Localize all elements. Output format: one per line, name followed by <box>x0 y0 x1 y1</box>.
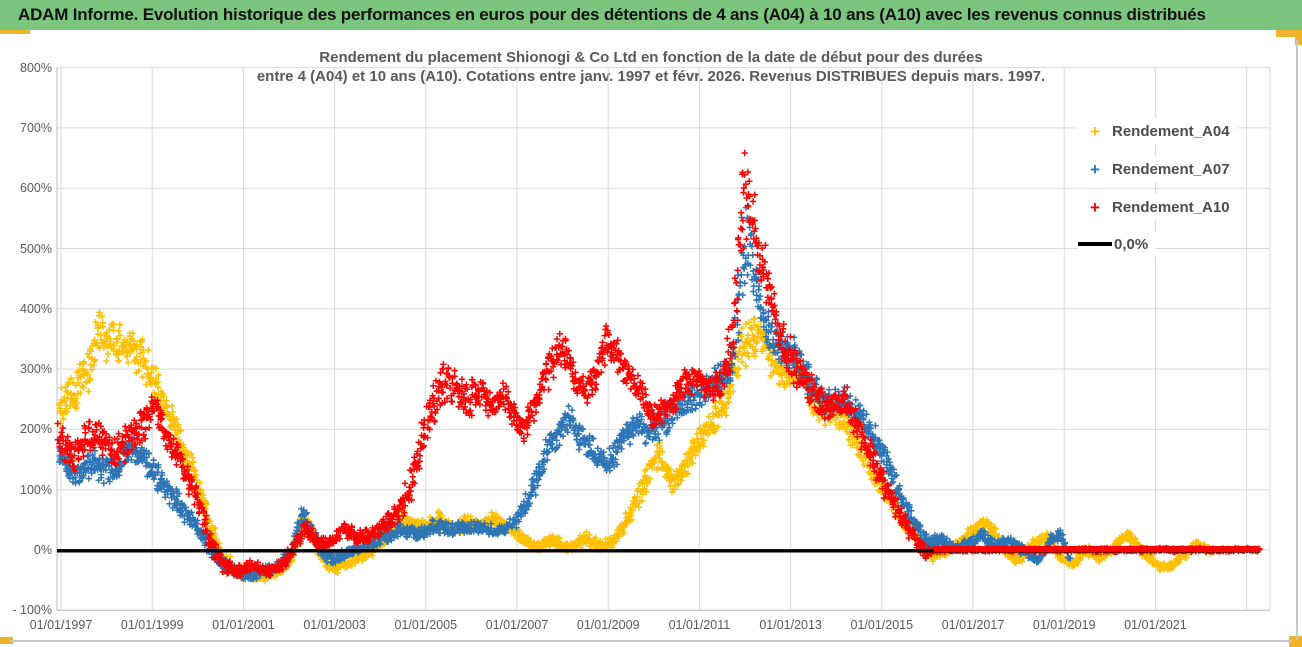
y-axis-tick-label: 400% <box>20 301 52 316</box>
legend-line-swatch <box>1078 242 1112 246</box>
chart-frame-right-border <box>1296 40 1298 640</box>
x-axis-tick-label: 01/01/1997 <box>29 618 93 632</box>
x-axis-tick-label: 01/01/2013 <box>759 618 822 632</box>
x-axis-tick-label: 01/01/2003 <box>303 618 366 632</box>
legend-plus-marker-icon: + <box>1090 121 1100 141</box>
x-axis-tick-label: 01/01/2009 <box>576 618 640 632</box>
x-axis-tick-label: 01/01/2011 <box>668 618 731 632</box>
x-axis-tick-label: 01/01/2019 <box>1032 618 1096 632</box>
gold-frame-top-right-side <box>1295 30 1302 45</box>
x-axis-tick-label: 01/01/2021 <box>1124 618 1187 632</box>
x-axis-tick-label: 01/01/1999 <box>120 618 184 632</box>
y-axis-tick-label: 300% <box>20 362 52 377</box>
legend-item-rendement-a10: + Rendement_A10 <box>1078 194 1238 220</box>
y-axis-tick-label: 100% <box>20 482 52 497</box>
chart-title-line1: Rendement du placement Shionogi & Co Ltd… <box>319 49 983 66</box>
legend-item-0-0-: 0,0% <box>1078 231 1157 257</box>
legend-item-rendement-a07: + Rendement_A07 <box>1078 156 1238 182</box>
legend-item-rendement-a04: + Rendement_A04 <box>1078 118 1238 144</box>
x-axis-tick-label: 01/01/2007 <box>485 618 549 632</box>
gold-frame-bottom-left <box>0 637 13 644</box>
y-axis-tick-label: 700% <box>20 120 52 135</box>
chart-title-line2: entre 4 (A04) et 10 ans (A10). Cotations… <box>256 68 1046 85</box>
x-axis-tick-label: 01/01/2005 <box>394 618 458 632</box>
legend-label: Rendement_A07 <box>1112 160 1230 178</box>
header-bar: ADAM Informe. Evolution historique des p… <box>0 0 1302 30</box>
chart-frame-bottom-border <box>10 640 1292 642</box>
gold-frame-top-left <box>0 30 30 34</box>
y-axis-tick-label: 500% <box>20 241 52 256</box>
gold-frame-top-right <box>1276 30 1302 37</box>
y-axis-tick-label: - 100% <box>12 603 52 618</box>
x-axis-tick-label: 01/01/2015 <box>850 618 914 632</box>
legend-plus-marker-icon: + <box>1090 159 1100 179</box>
legend-plus-marker-icon: + <box>1090 197 1100 217</box>
header-title: ADAM Informe. Evolution historique des p… <box>18 5 1206 24</box>
gold-frame-bottom-right <box>1289 636 1302 647</box>
legend-label: 0,0% <box>1114 235 1149 253</box>
chart-title: Rendement du placement Shionogi & Co Ltd… <box>151 48 1151 86</box>
y-axis-tick-label: 600% <box>20 181 52 196</box>
legend-label: Rendement_A10 <box>1112 198 1230 216</box>
x-axis-tick-label: 01/01/2001 <box>212 618 275 632</box>
y-axis-tick-label: 200% <box>20 422 52 437</box>
x-axis-tick-label: 01/01/2017 <box>941 618 1005 632</box>
legend-label: Rendement_A04 <box>1112 122 1230 140</box>
y-axis-tick-label: 0% <box>33 543 52 557</box>
y-axis-tick-label: 800% <box>20 60 52 75</box>
